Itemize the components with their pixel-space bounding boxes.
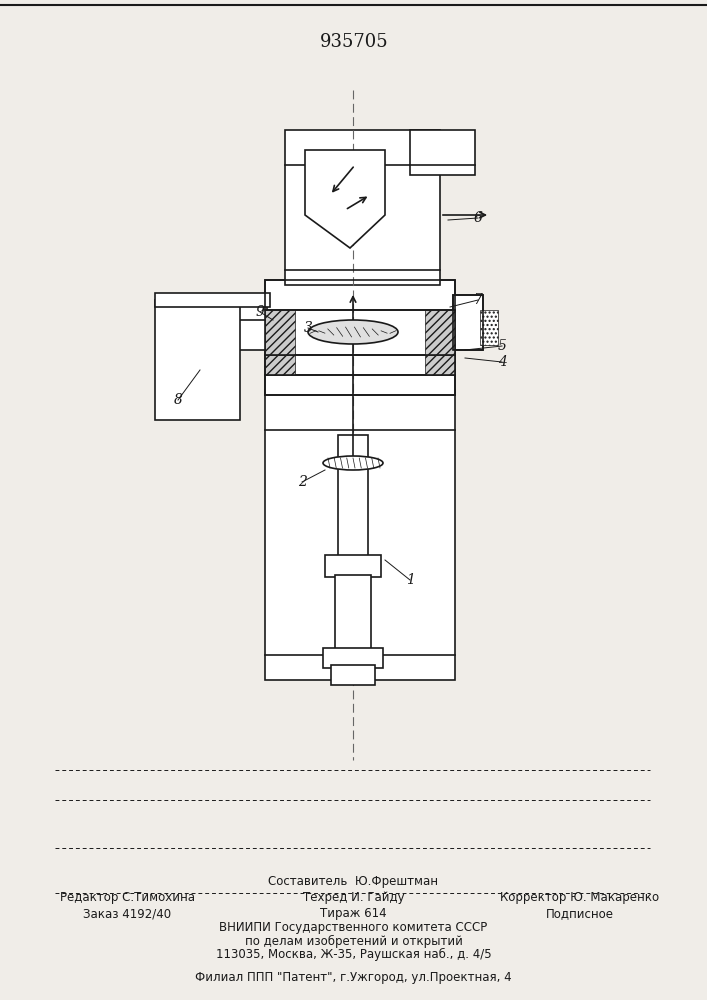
Bar <box>331 665 375 685</box>
Bar <box>425 310 455 355</box>
Text: Заказ 4192/40: Заказ 4192/40 <box>83 908 171 920</box>
Text: 935705: 935705 <box>320 33 388 51</box>
Text: 7: 7 <box>474 293 482 307</box>
Bar <box>265 280 455 395</box>
Text: 8: 8 <box>173 393 182 407</box>
Text: Тираж 614: Тираж 614 <box>320 908 387 920</box>
Bar <box>325 555 381 577</box>
Text: 1: 1 <box>406 573 414 587</box>
Bar <box>265 390 455 680</box>
Text: Филиал ППП "Патент", г.Ужгород, ул.Проектная, 4: Филиал ППП "Патент", г.Ужгород, ул.Проек… <box>195 972 512 984</box>
Text: 6: 6 <box>474 211 482 225</box>
Bar <box>323 648 383 668</box>
Text: по делам изобретений и открытий: по делам изобретений и открытий <box>245 934 462 948</box>
Text: 9: 9 <box>255 305 264 319</box>
Bar <box>335 575 371 650</box>
Text: 5: 5 <box>498 339 506 353</box>
Text: ВНИИПИ Государственного комитета СССР: ВНИИПИ Государственного комитета СССР <box>219 922 488 934</box>
Bar <box>480 310 498 345</box>
Text: Редактор С.Тимохина: Редактор С.Тимохина <box>60 890 194 904</box>
Text: 2: 2 <box>298 475 306 489</box>
Bar <box>453 295 483 350</box>
Bar <box>338 435 368 560</box>
Text: Корректор Ю. Макаренко: Корректор Ю. Макаренко <box>500 890 660 904</box>
Bar <box>155 300 240 420</box>
Bar <box>265 310 295 355</box>
Text: 4: 4 <box>498 355 506 369</box>
Text: Техред И. Гайду: Техред И. Гайду <box>303 890 404 904</box>
Bar <box>425 355 455 375</box>
Bar <box>235 295 267 350</box>
Bar <box>265 355 295 375</box>
Text: Подписное: Подписное <box>546 908 614 920</box>
Bar <box>265 280 455 395</box>
Text: Составитель  Ю.Фрештман: Составитель Ю.Фрештман <box>269 876 438 888</box>
Ellipse shape <box>308 320 398 344</box>
Bar <box>285 130 440 285</box>
Bar <box>410 130 475 175</box>
Bar <box>453 295 483 350</box>
Bar <box>155 293 270 307</box>
Polygon shape <box>305 150 385 248</box>
Ellipse shape <box>323 456 383 470</box>
Text: 3: 3 <box>303 321 312 335</box>
Text: 113035, Москва, Ж-35, Раушская наб., д. 4/5: 113035, Москва, Ж-35, Раушская наб., д. … <box>216 947 491 961</box>
